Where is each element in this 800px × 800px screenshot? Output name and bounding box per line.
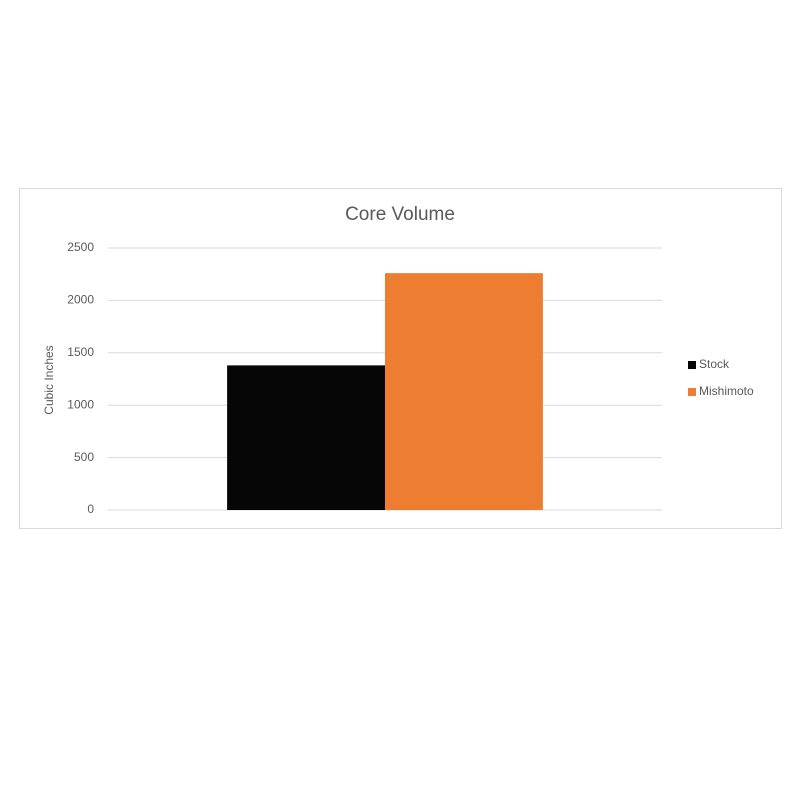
y-tick-label: 1000 [67, 397, 94, 411]
bar [385, 273, 543, 510]
y-tick-label: 0 [87, 502, 94, 516]
legend-label: Stock [699, 357, 730, 371]
y-tick-label: 2500 [67, 240, 94, 254]
y-tick-label: 500 [74, 450, 94, 464]
y-axis-label: Cubic Inches [42, 345, 56, 414]
legend-swatch [688, 388, 696, 396]
y-tick-label: 1500 [67, 345, 94, 359]
y-tick-label: 2000 [67, 293, 94, 307]
bar [227, 365, 385, 510]
legend-label: Mishimoto [699, 384, 754, 398]
chart-title: Core Volume [345, 204, 455, 225]
legend-swatch [688, 361, 696, 369]
